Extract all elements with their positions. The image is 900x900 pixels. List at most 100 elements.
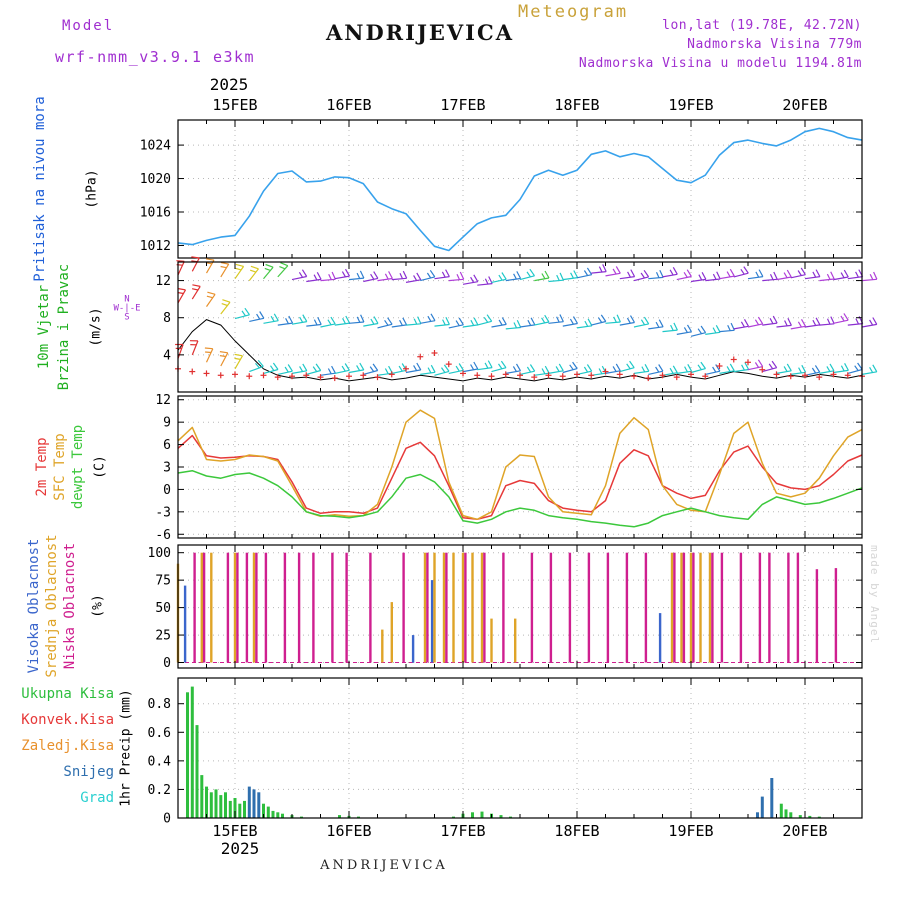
x-tick-label-top: 19FEB bbox=[668, 96, 713, 114]
wind-barb bbox=[676, 331, 692, 335]
wind-barb-flag bbox=[442, 319, 446, 326]
wind-barb-flag bbox=[641, 366, 646, 373]
wind-barb-flag bbox=[341, 271, 346, 278]
y-tick-label: 0.2 bbox=[148, 783, 171, 798]
wind-barb-flag bbox=[399, 319, 403, 326]
wind-barb bbox=[790, 274, 806, 279]
wind-barb-flag bbox=[356, 272, 361, 279]
wind-barb-flag bbox=[757, 359, 764, 367]
wind-barb-flag bbox=[716, 271, 721, 280]
wind-barb-flag bbox=[715, 364, 721, 372]
wind-barb bbox=[248, 268, 259, 281]
wind-barb-flag bbox=[643, 269, 650, 278]
wind-barb bbox=[405, 279, 421, 283]
wind-barb-flag bbox=[530, 317, 536, 326]
wind-barb-flag bbox=[600, 314, 607, 322]
temp-line-dewpt-temp bbox=[177, 469, 863, 528]
wind-barb-flag bbox=[727, 325, 731, 331]
temp-line-2m-temp bbox=[177, 434, 863, 521]
wind-barb-flag bbox=[445, 269, 450, 277]
wind-barb-flag bbox=[205, 258, 215, 261]
cloud-bar-mid bbox=[252, 552, 256, 663]
wind-barb bbox=[177, 261, 185, 276]
y-tick-label: 0.4 bbox=[148, 754, 172, 769]
cloud-bar-low bbox=[283, 552, 287, 663]
wind-barb bbox=[619, 367, 635, 373]
wind-barb-flag bbox=[441, 271, 446, 278]
wind-barb-flag bbox=[313, 274, 318, 281]
wind-barb bbox=[833, 276, 849, 281]
cloud-bar-low bbox=[345, 552, 348, 663]
wind-barb-flag bbox=[241, 310, 246, 317]
cloud-bar-high bbox=[411, 635, 415, 663]
wind-barb-flag bbox=[572, 316, 579, 324]
wind-barb-flag bbox=[626, 363, 631, 370]
x-tick-label-top: 16FEB bbox=[326, 96, 371, 114]
wind-barb-flag bbox=[288, 315, 294, 324]
wind-barb-flag bbox=[698, 274, 703, 281]
precip-bar-rain bbox=[190, 686, 194, 818]
cloud-bar-low bbox=[682, 552, 686, 663]
wind-barb-flag bbox=[177, 287, 186, 291]
wind-barb-flag bbox=[659, 269, 664, 278]
wind-barb-flag bbox=[429, 269, 436, 278]
wind-barb bbox=[705, 278, 721, 282]
wind-barb-flag bbox=[855, 318, 860, 325]
wind-barb-flag bbox=[280, 262, 289, 267]
pressure-axis-label: Pritisak na nivou mora bbox=[32, 96, 48, 282]
wind-barb bbox=[220, 301, 231, 315]
year-label-bottom: 2025 bbox=[221, 839, 260, 858]
wind-barb-flag bbox=[686, 324, 693, 333]
wind-barb bbox=[291, 321, 307, 325]
precip-bar-rain bbox=[276, 812, 280, 818]
cloud-bar-low bbox=[644, 552, 648, 663]
wind-barb-flag bbox=[658, 319, 664, 328]
cloud-bar-low bbox=[202, 552, 206, 663]
wind-barb bbox=[833, 369, 849, 374]
wind-barb-flag bbox=[701, 272, 707, 280]
y-tick-label: 50 bbox=[155, 601, 171, 616]
wind-barb bbox=[334, 322, 350, 326]
y-tick-label: 75 bbox=[155, 574, 171, 589]
precip-bar-rain bbox=[452, 816, 455, 818]
lonlat-text: lon,lat (19.78E, 42.72N) bbox=[662, 18, 862, 33]
wind-barb bbox=[263, 320, 279, 324]
wind-barb bbox=[462, 281, 478, 285]
cloud-bar-low bbox=[502, 552, 505, 663]
wind-compass-icon: N W-|-E S bbox=[113, 295, 140, 323]
wind-barb-flag bbox=[815, 317, 821, 326]
wind-barb-flag bbox=[342, 318, 346, 324]
wind-barb bbox=[733, 272, 749, 278]
wind-barb-flag bbox=[458, 317, 464, 326]
cloud-bar-mid bbox=[514, 618, 517, 663]
wind-barb-flag bbox=[487, 360, 493, 368]
wind-barb-flag bbox=[544, 365, 550, 374]
cloud-bar-low bbox=[445, 552, 448, 663]
wind-barb-flag bbox=[812, 271, 817, 278]
cloud-bar-mid bbox=[442, 552, 446, 663]
wind-barb bbox=[762, 278, 778, 282]
precip-bar-rain bbox=[200, 775, 204, 818]
cloud-bar-mid bbox=[708, 552, 712, 663]
wind-barb-flag bbox=[869, 319, 874, 326]
wind-barb bbox=[733, 325, 749, 330]
wind-barb bbox=[249, 365, 264, 373]
wind-barb bbox=[648, 370, 664, 375]
compass-west: W bbox=[113, 303, 119, 314]
wind-barb-flag bbox=[398, 365, 403, 372]
wind-barb bbox=[306, 278, 322, 283]
wind-barb-flag bbox=[273, 313, 279, 322]
precip-bar-rain bbox=[480, 811, 484, 818]
wind-barb bbox=[519, 275, 535, 281]
wind-barb bbox=[548, 370, 564, 374]
wind-barb-flag bbox=[270, 365, 275, 371]
wind-barb-flag bbox=[769, 273, 774, 280]
model-elevation-text: Nadmorska Visina u modelu 1194.81m bbox=[578, 56, 862, 71]
cloud-bar-low bbox=[464, 552, 467, 663]
wind-barb-flag bbox=[840, 272, 845, 279]
cloud-bar-mid bbox=[423, 552, 427, 663]
wind-barb-flag bbox=[826, 366, 831, 372]
wind-barb-flag bbox=[458, 363, 464, 371]
wind-barb-flag bbox=[640, 272, 645, 279]
wind-barb-flag bbox=[302, 314, 308, 322]
